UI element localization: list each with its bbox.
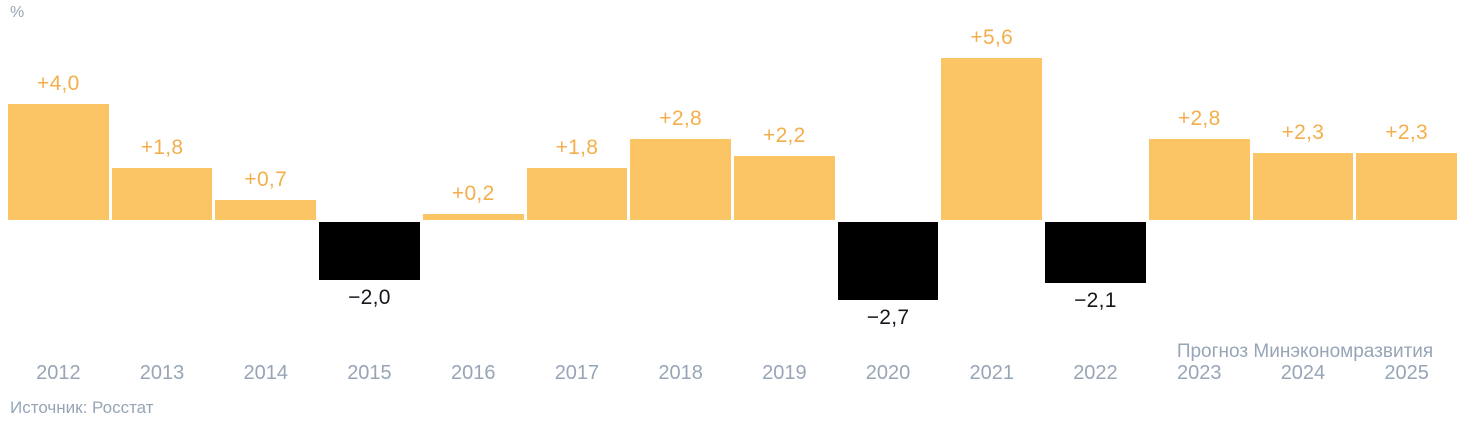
x-tick-2014: 2014 (243, 362, 288, 384)
bar-2018 (630, 138, 731, 220)
y-axis-unit-label: % (10, 4, 25, 21)
value-label-2013: +1,8 (140, 135, 184, 159)
value-label-2012: +4,0 (37, 72, 80, 95)
bar-2014 (215, 199, 317, 220)
source-caption: Источник: Росстат (10, 398, 154, 417)
x-tick-2013: 2013 (139, 362, 185, 384)
value-label-2019: +2,2 (763, 124, 806, 148)
x-tick-2025: 2025 (1384, 362, 1429, 384)
bar-2021 (941, 57, 1043, 220)
bar-2025 (1356, 153, 1457, 220)
x-tick-2017: 2017 (554, 362, 600, 384)
x-tick-2015: 2015 (347, 362, 392, 384)
bar-2019 (734, 156, 835, 220)
bar-2022 (1045, 222, 1146, 283)
x-tick-2022: 2022 (1073, 362, 1118, 384)
value-label-2016: +0,2 (451, 182, 495, 206)
value-label-2022: −2,1 (1074, 288, 1117, 312)
bar-2015 (319, 222, 420, 280)
value-label-2017: +1,8 (555, 135, 599, 159)
x-tick-2021: 2021 (969, 362, 1014, 384)
bar-2012 (8, 104, 109, 220)
forecast-annotation: Прогноз Минэкономразвития (1176, 341, 1434, 362)
x-tick-2012: 2012 (36, 362, 81, 384)
bar-2016 (422, 214, 524, 220)
value-label-2023: +2,8 (1177, 106, 1221, 130)
bar-2020 (837, 222, 939, 301)
value-label-2021: +5,6 (970, 25, 1014, 49)
value-label-2014: +0,7 (244, 167, 288, 191)
x-tick-2016: 2016 (450, 362, 496, 384)
value-label-2024: +2,3 (1281, 121, 1325, 145)
value-label-2020: −2,7 (866, 306, 910, 330)
bar-2017 (526, 167, 628, 220)
value-label-2018: +2,8 (659, 106, 702, 130)
x-tick-2024: 2024 (1280, 362, 1326, 384)
x-tick-2019: 2019 (762, 362, 807, 384)
bar-2013 (111, 167, 213, 220)
x-tick-2023: 2023 (1176, 362, 1222, 384)
value-label-2015: −2,0 (348, 286, 391, 309)
x-tick-2020: 2020 (865, 362, 911, 384)
bar-2023 (1148, 138, 1250, 220)
value-label-2025: +2,3 (1385, 121, 1428, 145)
bar-2024 (1252, 153, 1354, 220)
x-tick-2018: 2018 (658, 362, 703, 384)
